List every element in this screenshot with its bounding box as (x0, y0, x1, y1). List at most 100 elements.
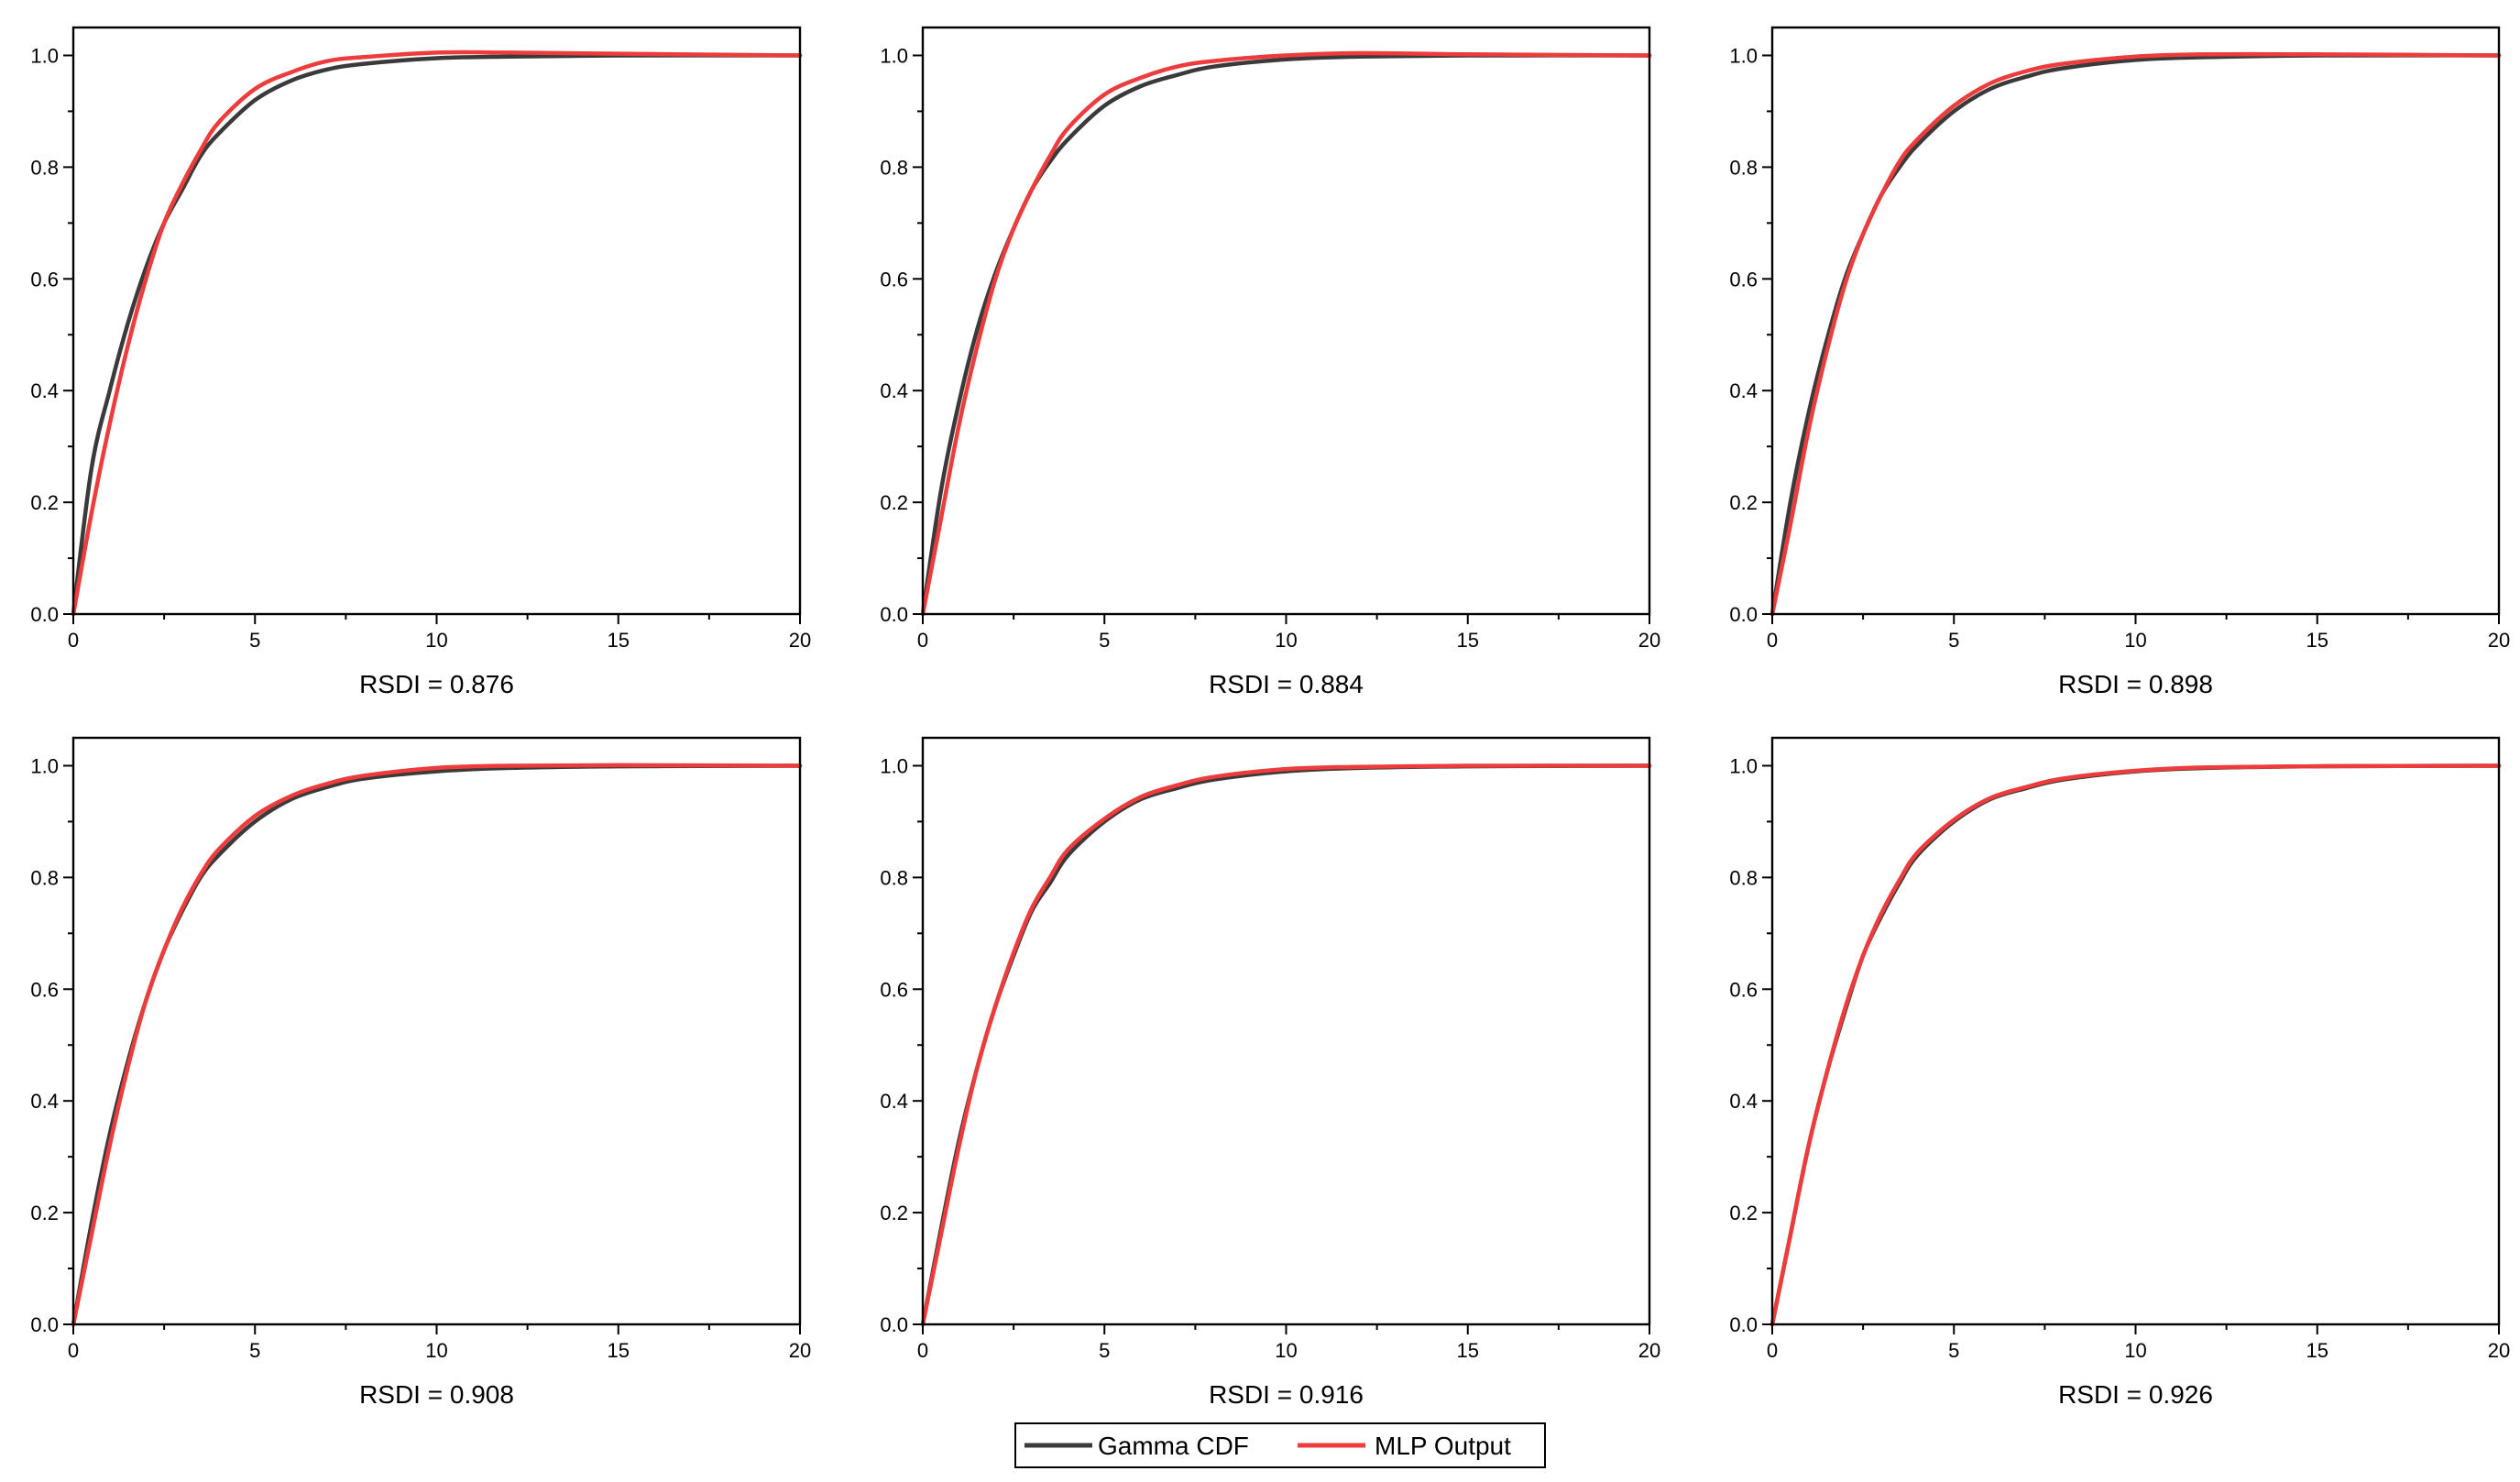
panels: 0 5 10 15 20 0.0 0.2 0.4 0.6 0.8 1.0 RSDI = 0.876 0 5… (30, 26, 2510, 1409)
y-tick-label-0.6-1: 0.6 (30, 268, 59, 291)
x-tick-label-0-6: 0 (1767, 1339, 1778, 1362)
x-tick-label-15-2: 15 (1457, 629, 1479, 652)
y-tick-label-0.6-5: 0.6 (880, 978, 908, 1001)
y-tick-label-0.2-5: 0.2 (880, 1202, 908, 1224)
x-tick-label-5-2: 5 (1099, 629, 1110, 652)
series-line-mlp-output-3 (1769, 51, 2502, 617)
panel-2: 0 5 10 15 20 0.0 0.2 0.4 0.6 0.8 1.0 RSDI = 0.884 (880, 26, 1660, 698)
x-axis-label-6: RSDI = 0.926 (2058, 1380, 2213, 1409)
x-tick-label-5-4: 5 (249, 1339, 260, 1362)
x-tick-label-5-3: 5 (1948, 629, 1959, 652)
y-tick-label-0.2-1: 0.2 (30, 491, 59, 514)
y-tick-label-0.6-6: 0.6 (1729, 978, 1758, 1001)
legend-box (1014, 1422, 1546, 1468)
y-tick-label-0.4-5: 0.4 (880, 1090, 908, 1113)
x-axis-label-3: RSDI = 0.898 (2058, 670, 2213, 698)
series-line-gamma-cdf-3 (1769, 53, 2502, 617)
panel-6: 0 5 10 15 20 0.0 0.2 0.4 0.6 0.8 1.0 RSDI = 0.926 (1729, 736, 2510, 1409)
axis-frame-6 (1770, 736, 2501, 1326)
x-tick-label-20-6: 20 (2488, 1339, 2510, 1362)
y-tick-label-1.0-4: 1.0 (30, 754, 59, 777)
x-tick-label-15-4: 15 (608, 1339, 630, 1362)
x-tick-label-5-6: 5 (1948, 1339, 1959, 1362)
x-tick-label-15-3: 15 (2306, 629, 2328, 652)
series-line-gamma-cdf-5 (920, 763, 1652, 1327)
x-tick-label-10-6: 10 (2124, 1339, 2146, 1362)
y-tick-label-0.8-2: 0.8 (880, 156, 908, 179)
x-tick-label-20-5: 20 (1638, 1339, 1660, 1362)
y-tick-label-0.0-4: 0.0 (30, 1313, 59, 1336)
x-tick-label-0-1: 0 (68, 629, 79, 652)
x-tick-label-20-4: 20 (789, 1339, 811, 1362)
y-tick-label-1.0-1: 1.0 (30, 44, 59, 67)
x-tick-label-5-5: 5 (1099, 1339, 1110, 1362)
y-tick-label-0.4-6: 0.4 (1729, 1090, 1758, 1113)
series-line-mlp-output-1 (71, 49, 803, 617)
y-tick-label-1.0-5: 1.0 (880, 754, 908, 777)
x-tick-label-15-1: 15 (608, 629, 630, 652)
x-axis-label-1: RSDI = 0.876 (359, 670, 514, 698)
x-tick-label-20-3: 20 (2488, 629, 2510, 652)
y-tick-label-0.6-3: 0.6 (1729, 268, 1758, 291)
series-line-gamma-cdf-6 (1769, 763, 2502, 1327)
y-tick-label-0.2-2: 0.2 (880, 491, 908, 514)
y-tick-label-0.4-3: 0.4 (1729, 379, 1758, 402)
y-tick-label-0.0-5: 0.0 (880, 1313, 908, 1336)
x-tick-label-0-4: 0 (68, 1339, 79, 1362)
x-tick-label-10-4: 10 (425, 1339, 447, 1362)
x-tick-label-10-2: 10 (1275, 629, 1297, 652)
y-tick-label-0.2-3: 0.2 (1729, 491, 1758, 514)
y-tick-label-0.8-6: 0.8 (1729, 866, 1758, 889)
panel-5: 0 5 10 15 20 0.0 0.2 0.4 0.6 0.8 1.0 RSDI = 0.916 (880, 736, 1660, 1409)
y-tick-label-0.4-2: 0.4 (880, 379, 908, 402)
legend-label-mlp-output: MLP Output (1375, 1432, 1511, 1460)
y-tick-label-0.0-6: 0.0 (1729, 1313, 1758, 1336)
legend: Gamma CDF MLP Output (1014, 1422, 1546, 1468)
series-line-gamma-cdf-4 (71, 763, 803, 1327)
series-line-mlp-output-2 (920, 50, 1652, 617)
y-tick-label-0.4-4: 0.4 (30, 1090, 59, 1113)
x-tick-label-20-1: 20 (789, 629, 811, 652)
axis-frame-4 (71, 736, 802, 1326)
y-tick-label-0.8-1: 0.8 (30, 156, 59, 179)
x-tick-label-10-5: 10 (1275, 1339, 1297, 1362)
series-line-mlp-output-4 (71, 763, 803, 1327)
x-axis-label-5: RSDI = 0.916 (1209, 1380, 1364, 1409)
y-tick-label-0.8-4: 0.8 (30, 866, 59, 889)
axis-frame-3 (1770, 26, 2501, 616)
x-tick-label-0-5: 0 (917, 1339, 928, 1362)
series-line-mlp-output-6 (1769, 763, 2502, 1327)
series-line-mlp-output-5 (920, 763, 1652, 1327)
y-tick-label-0.6-4: 0.6 (30, 978, 59, 1001)
y-tick-label-1.0-3: 1.0 (1729, 44, 1758, 67)
y-tick-label-0.6-2: 0.6 (880, 268, 908, 291)
y-tick-label-1.0-6: 1.0 (1729, 754, 1758, 777)
x-tick-label-10-3: 10 (2124, 629, 2146, 652)
series-line-gamma-cdf-1 (71, 53, 803, 617)
x-tick-label-15-6: 15 (2306, 1339, 2328, 1362)
y-tick-label-0.2-4: 0.2 (30, 1202, 59, 1224)
y-tick-label-0.0-1: 0.0 (30, 603, 59, 626)
series-line-gamma-cdf-2 (920, 53, 1652, 617)
panel-3: 0 5 10 15 20 0.0 0.2 0.4 0.6 0.8 1.0 RSDI = 0.898 (1729, 26, 2510, 698)
y-tick-label-1.0-2: 1.0 (880, 44, 908, 67)
y-tick-label-0.0-3: 0.0 (1729, 603, 1758, 626)
x-tick-label-10-1: 10 (425, 629, 447, 652)
legend-label-gamma-cdf: Gamma CDF (1098, 1432, 1249, 1460)
x-tick-label-0-2: 0 (917, 629, 928, 652)
x-axis-label-4: RSDI = 0.908 (359, 1380, 514, 1409)
x-tick-label-5-1: 5 (249, 629, 260, 652)
x-tick-label-20-2: 20 (1638, 629, 1660, 652)
y-tick-label-0.2-6: 0.2 (1729, 1202, 1758, 1224)
panel-4: 0 5 10 15 20 0.0 0.2 0.4 0.6 0.8 1.0 RSDI = 0.908 (30, 736, 811, 1409)
panel-1: 0 5 10 15 20 0.0 0.2 0.4 0.6 0.8 1.0 RSDI = 0.876 (30, 26, 811, 698)
y-tick-label-0.8-3: 0.8 (1729, 156, 1758, 179)
x-tick-label-15-5: 15 (1457, 1339, 1479, 1362)
axis-frame-2 (921, 26, 1651, 616)
axis-frame-1 (71, 26, 802, 616)
y-tick-label-0.8-5: 0.8 (880, 866, 908, 889)
x-tick-label-0-3: 0 (1767, 629, 1778, 652)
y-tick-label-0.0-2: 0.0 (880, 603, 908, 626)
axis-frame-5 (921, 736, 1651, 1326)
